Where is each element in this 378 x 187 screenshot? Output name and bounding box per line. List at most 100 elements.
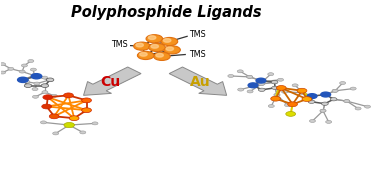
Circle shape <box>256 78 266 83</box>
Circle shape <box>271 96 280 101</box>
Circle shape <box>247 90 253 93</box>
Circle shape <box>69 116 79 121</box>
Circle shape <box>40 121 46 124</box>
Circle shape <box>163 39 171 42</box>
Circle shape <box>156 53 163 57</box>
Circle shape <box>300 91 306 94</box>
Circle shape <box>8 67 14 70</box>
Circle shape <box>310 119 316 122</box>
Circle shape <box>292 84 298 87</box>
Circle shape <box>140 53 147 56</box>
Circle shape <box>286 111 296 116</box>
Circle shape <box>24 80 30 83</box>
Circle shape <box>297 88 307 93</box>
Circle shape <box>246 75 253 78</box>
Circle shape <box>288 102 297 107</box>
Circle shape <box>259 82 264 85</box>
Circle shape <box>51 94 57 97</box>
Circle shape <box>49 114 59 119</box>
Circle shape <box>64 122 74 128</box>
Circle shape <box>64 93 73 98</box>
Circle shape <box>282 90 288 93</box>
Circle shape <box>268 73 274 76</box>
Circle shape <box>31 74 42 79</box>
Circle shape <box>237 70 243 73</box>
Circle shape <box>33 95 39 98</box>
Circle shape <box>24 84 32 88</box>
Circle shape <box>30 68 36 71</box>
FancyArrow shape <box>169 67 227 95</box>
Circle shape <box>300 91 306 94</box>
Circle shape <box>332 89 338 92</box>
Circle shape <box>228 74 234 77</box>
Circle shape <box>153 52 170 60</box>
Circle shape <box>136 43 143 47</box>
Circle shape <box>272 86 279 90</box>
Circle shape <box>274 94 280 96</box>
Circle shape <box>42 104 51 109</box>
Circle shape <box>246 75 253 78</box>
Circle shape <box>259 88 265 91</box>
Circle shape <box>0 63 6 66</box>
Circle shape <box>92 122 98 125</box>
Circle shape <box>350 87 356 90</box>
Text: Au: Au <box>190 75 211 89</box>
Circle shape <box>149 43 165 52</box>
Circle shape <box>82 98 91 103</box>
Circle shape <box>344 100 350 103</box>
Circle shape <box>320 109 326 112</box>
Circle shape <box>308 100 315 103</box>
Circle shape <box>302 97 312 102</box>
Circle shape <box>364 105 370 108</box>
Circle shape <box>146 35 163 43</box>
Text: TMS: TMS <box>189 30 206 39</box>
Circle shape <box>53 132 59 135</box>
Text: TMS: TMS <box>189 50 206 59</box>
Circle shape <box>43 95 53 100</box>
Text: TMS: TMS <box>111 40 128 49</box>
Circle shape <box>18 77 28 82</box>
Circle shape <box>307 94 317 99</box>
Circle shape <box>31 74 37 77</box>
Circle shape <box>82 108 91 113</box>
Circle shape <box>19 70 25 73</box>
Circle shape <box>0 71 6 74</box>
Circle shape <box>238 88 244 91</box>
Circle shape <box>42 76 48 79</box>
Circle shape <box>34 82 40 85</box>
Circle shape <box>161 37 178 46</box>
Circle shape <box>321 92 331 97</box>
Circle shape <box>285 104 291 107</box>
Circle shape <box>41 84 49 88</box>
Circle shape <box>320 109 326 112</box>
Circle shape <box>22 64 28 67</box>
Circle shape <box>259 82 264 85</box>
Circle shape <box>271 81 278 84</box>
FancyArrow shape <box>84 67 141 95</box>
Circle shape <box>134 42 150 50</box>
Circle shape <box>325 120 332 123</box>
Circle shape <box>259 80 265 83</box>
Circle shape <box>330 98 337 101</box>
Circle shape <box>164 46 180 54</box>
Circle shape <box>276 85 286 90</box>
Circle shape <box>344 100 350 103</box>
Circle shape <box>277 78 284 81</box>
Circle shape <box>151 45 158 48</box>
Circle shape <box>46 78 54 82</box>
Circle shape <box>80 131 86 134</box>
Circle shape <box>166 47 174 51</box>
Circle shape <box>339 82 345 85</box>
Circle shape <box>248 83 258 88</box>
Circle shape <box>274 94 280 96</box>
Text: Polyphosphide Ligands: Polyphosphide Ligands <box>71 5 262 20</box>
Text: Cu: Cu <box>100 75 120 89</box>
Circle shape <box>138 51 154 59</box>
Circle shape <box>322 102 328 105</box>
Circle shape <box>32 88 38 91</box>
Circle shape <box>259 80 265 83</box>
Circle shape <box>28 59 34 62</box>
Circle shape <box>355 107 361 110</box>
Circle shape <box>268 105 274 108</box>
Circle shape <box>148 36 156 39</box>
